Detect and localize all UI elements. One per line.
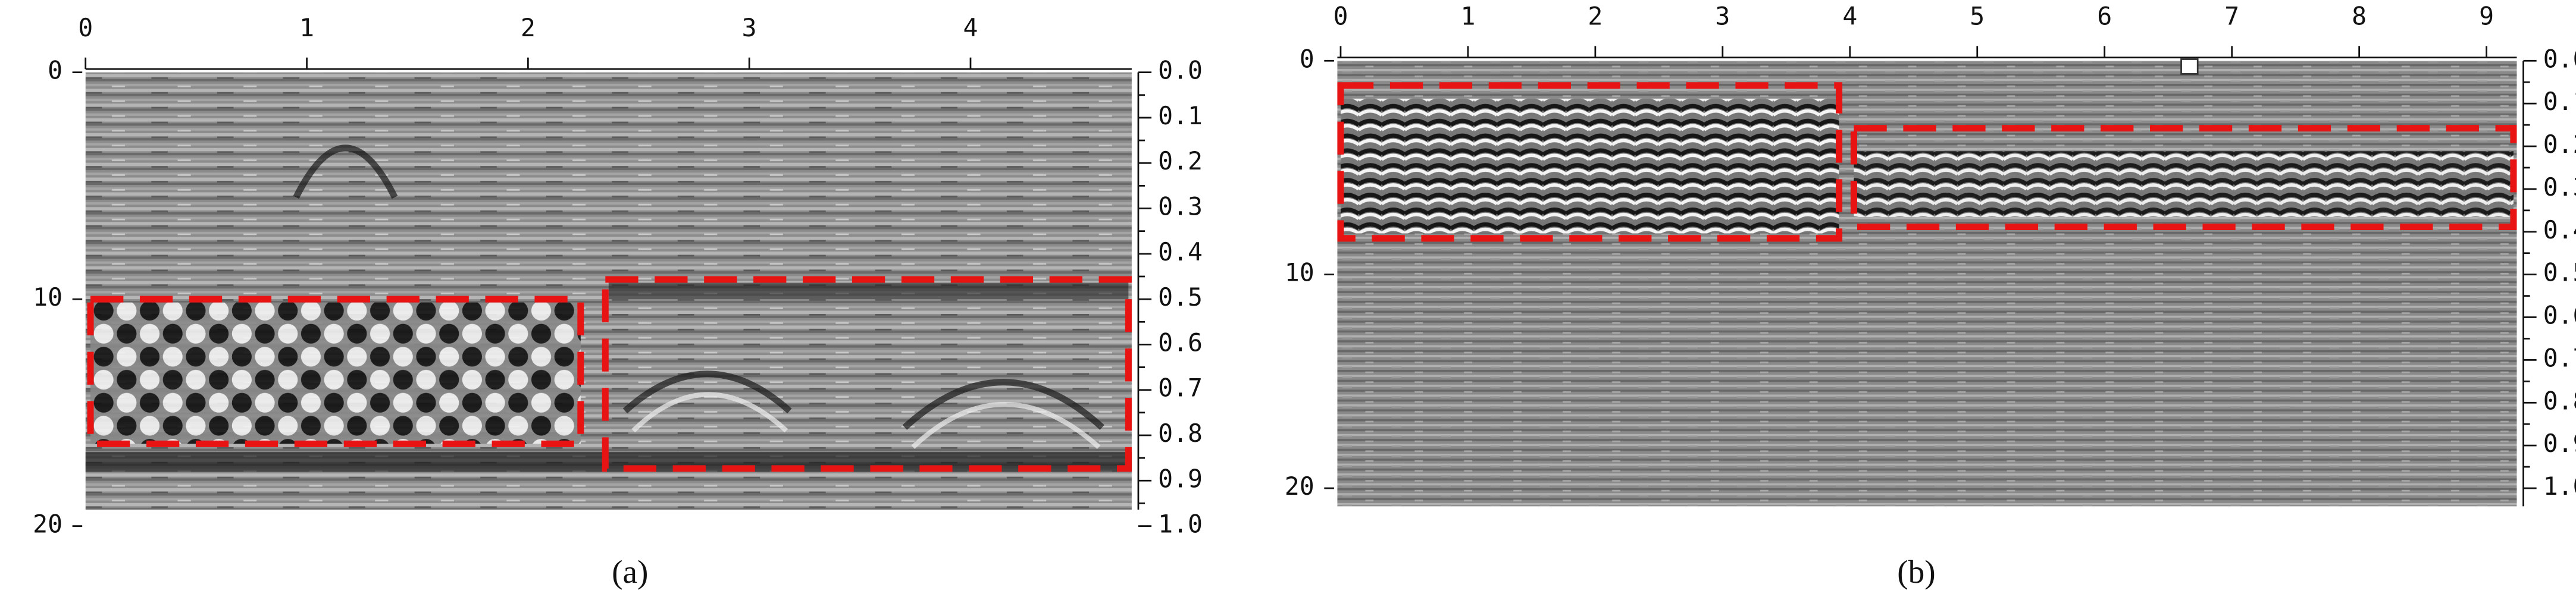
x-tick-label: 0 (78, 14, 93, 42)
y2-tick-label: 0.3 (2543, 173, 2576, 202)
y-tick-label: 10 (33, 283, 62, 312)
x-tick-label: 4 (1842, 2, 1857, 30)
region-box (602, 276, 1132, 472)
caption: (b) (1897, 554, 1935, 590)
x-tick-label: 3 (1715, 2, 1730, 30)
x-tick-label: 9 (2479, 2, 2494, 30)
x-tick-label: 4 (963, 14, 978, 42)
y-tick-label: 20 (33, 510, 62, 539)
x-tick-label: 8 (2352, 2, 2367, 30)
x-tick-label: 0 (1333, 2, 1348, 30)
marker (2180, 58, 2199, 75)
y2-tick-label: 0.8 (1158, 419, 1203, 448)
y2-tick-label: 0.9 (2543, 429, 2576, 458)
radargram-a (85, 72, 1132, 510)
y2-tick-label: 0.5 (1158, 283, 1203, 312)
y2-tick-label: 0.6 (1158, 328, 1203, 357)
radargram-b (1337, 58, 2517, 507)
y2-tick-label: 0.2 (1158, 147, 1203, 175)
y2-tick-label: 0.7 (1158, 374, 1203, 403)
y2-tick-label: 1.0 (2543, 472, 2576, 501)
y-tick-label: 20 (1285, 472, 1314, 501)
x-tick-label: 7 (2224, 2, 2239, 30)
region-box (1337, 82, 1843, 242)
y2-tick-label: 1.0 (1158, 510, 1203, 539)
y2-tick-label: 0.6 (2543, 301, 2576, 330)
x-tick-label: 3 (742, 14, 757, 42)
y2-tick-label: 0.1 (2543, 87, 2576, 116)
region-box (1850, 125, 2517, 231)
y2-tick-label: 0.7 (2543, 344, 2576, 372)
y-tick-label: 10 (1285, 259, 1314, 287)
y2-tick-label: 0.3 (1158, 193, 1203, 221)
x-tick-label: 1 (299, 14, 314, 42)
x-tick-label: 2 (521, 14, 536, 42)
y2-tick-label: 0.8 (2543, 387, 2576, 415)
x-tick-label: 2 (1588, 2, 1602, 30)
y-tick-label: 0 (1300, 45, 1314, 73)
y2-tick-label: 0.0 (2543, 45, 2576, 73)
y-tick-label: 0 (48, 56, 62, 85)
y2-tick-label: 0.4 (1158, 238, 1203, 266)
caption: (a) (612, 554, 648, 590)
y2-tick-label: 0.4 (2543, 216, 2576, 244)
y2-tick-label: 0.9 (1158, 464, 1203, 493)
y2-tick-label: 0.2 (2543, 130, 2576, 159)
x-tick-label: 1 (1460, 2, 1475, 30)
x-tick-label: 5 (1970, 2, 1985, 30)
x-tick-label: 6 (2097, 2, 2112, 30)
y2-tick-label: 0.1 (1158, 102, 1203, 130)
y2-tick-label: 0.0 (1158, 56, 1203, 85)
y2-tick-label: 0.5 (2543, 259, 2576, 287)
region-box (87, 296, 584, 447)
